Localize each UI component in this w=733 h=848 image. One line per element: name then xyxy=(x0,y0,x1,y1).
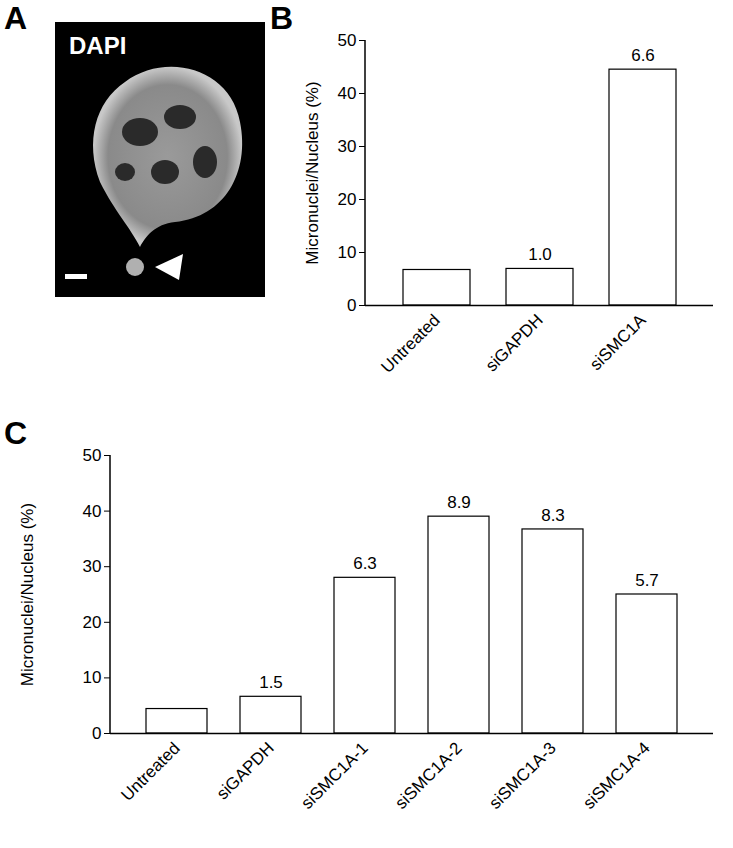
svg-text:0: 0 xyxy=(347,296,356,315)
svg-text:1.5: 1.5 xyxy=(259,673,283,692)
svg-text:Micronuclei/Nucleus (%): Micronuclei/Nucleus (%) xyxy=(303,81,322,264)
svg-text:20: 20 xyxy=(83,613,102,632)
svg-text:DAPI: DAPI xyxy=(69,32,126,59)
svg-text:50: 50 xyxy=(83,446,102,465)
svg-text:siSMC1A-2: siSMC1A-2 xyxy=(391,739,465,813)
svg-text:8.9: 8.9 xyxy=(447,493,471,512)
svg-text:siGAPDH: siGAPDH xyxy=(213,739,278,804)
svg-text:6.3: 6.3 xyxy=(353,554,377,573)
svg-text:Untreated: Untreated xyxy=(117,739,183,805)
svg-text:10: 10 xyxy=(338,243,357,262)
svg-text:0: 0 xyxy=(92,724,101,743)
svg-text:20: 20 xyxy=(338,190,357,209)
svg-text:10: 10 xyxy=(83,668,102,687)
svg-text:30: 30 xyxy=(83,557,102,576)
svg-text:siSMC1A: siSMC1A xyxy=(586,310,650,374)
svg-text:1.0: 1.0 xyxy=(528,245,552,264)
svg-text:siGAPDH: siGAPDH xyxy=(482,311,547,376)
svg-text:40: 40 xyxy=(83,502,102,521)
svg-text:Untreated: Untreated xyxy=(377,311,443,377)
svg-text:30: 30 xyxy=(338,137,357,156)
html-text:B: B xyxy=(270,0,294,36)
svg-text:siSMC1A-1: siSMC1A-1 xyxy=(297,739,371,813)
svg-text:50: 50 xyxy=(338,31,357,50)
svg-text:5.7: 5.7 xyxy=(635,571,659,590)
html-text:A: A xyxy=(4,0,28,36)
svg-text:8.3: 8.3 xyxy=(541,506,565,525)
html-text:C: C xyxy=(4,415,28,451)
svg-text:6.6: 6.6 xyxy=(631,46,655,65)
svg-text:40: 40 xyxy=(338,84,357,103)
svg-text:siSMC1A-4: siSMC1A-4 xyxy=(579,739,653,813)
svg-text:siSMC1A-3: siSMC1A-3 xyxy=(485,739,559,813)
svg-text:Micronuclei/Nucleus (%): Micronuclei/Nucleus (%) xyxy=(18,503,37,686)
